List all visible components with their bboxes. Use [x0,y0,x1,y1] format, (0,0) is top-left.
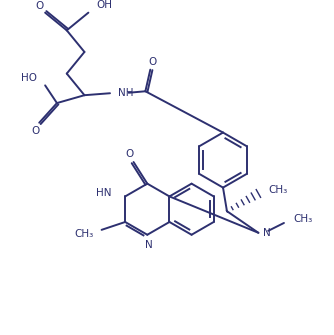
Text: CH₃: CH₃ [74,229,94,239]
Text: OH: OH [96,0,112,10]
Text: CH₃: CH₃ [268,185,288,195]
Text: O: O [35,1,43,11]
Text: N: N [263,228,271,238]
Text: HO: HO [21,72,37,82]
Text: O: O [148,57,156,67]
Text: NH: NH [118,88,133,98]
Text: N: N [145,240,153,250]
Text: HN: HN [96,189,112,198]
Text: O: O [126,149,134,159]
Text: CH₃: CH₃ [294,214,313,224]
Text: O: O [31,126,39,136]
